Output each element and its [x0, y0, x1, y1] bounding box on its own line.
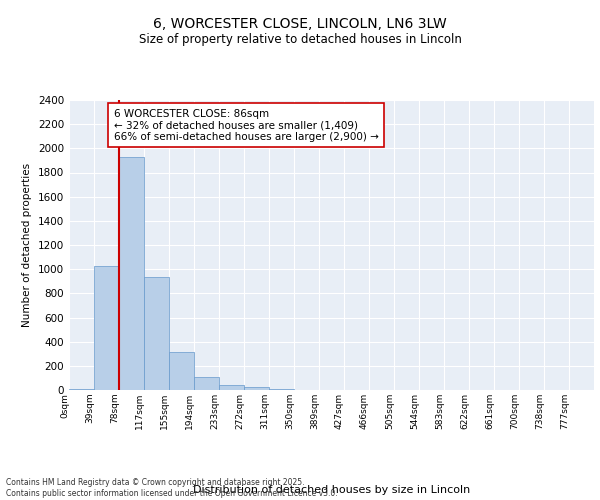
Text: Contains HM Land Registry data © Crown copyright and database right 2025.
Contai: Contains HM Land Registry data © Crown c… — [6, 478, 338, 498]
Bar — [269, 389, 294, 390]
Bar — [194, 376, 219, 390]
X-axis label: Distribution of detached houses by size in Lincoln: Distribution of detached houses by size … — [193, 484, 470, 494]
Bar — [119, 158, 144, 390]
Bar — [244, 387, 269, 390]
Bar — [169, 352, 194, 390]
Text: Size of property relative to detached houses in Lincoln: Size of property relative to detached ho… — [139, 32, 461, 46]
Text: 6 WORCESTER CLOSE: 86sqm
← 32% of detached houses are smaller (1,409)
66% of sem: 6 WORCESTER CLOSE: 86sqm ← 32% of detach… — [113, 108, 379, 142]
Bar — [69, 389, 94, 390]
Bar — [144, 277, 169, 390]
Bar — [94, 266, 119, 390]
Y-axis label: Number of detached properties: Number of detached properties — [22, 163, 32, 327]
Bar — [219, 384, 244, 390]
Text: 6, WORCESTER CLOSE, LINCOLN, LN6 3LW: 6, WORCESTER CLOSE, LINCOLN, LN6 3LW — [153, 18, 447, 32]
